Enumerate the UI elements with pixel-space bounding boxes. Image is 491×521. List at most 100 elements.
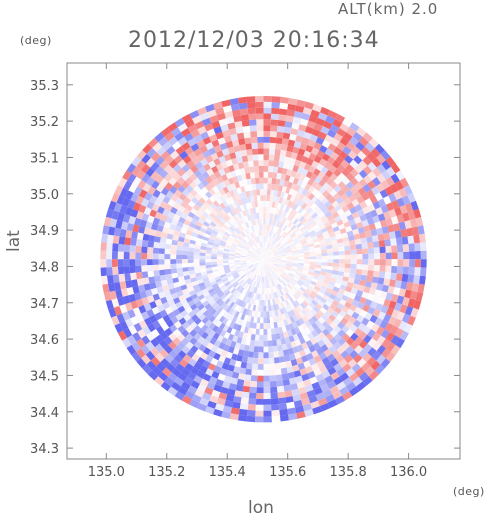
radar-cell [258,206,262,213]
radar-cell [246,315,252,322]
radar-cell [274,261,281,264]
radar-cell [251,258,258,260]
radar-cell [223,153,232,162]
radar-cell [404,289,412,299]
radar-cell [201,194,209,202]
radar-cell [315,264,322,269]
radar-cell [152,320,161,329]
radar-cell [307,240,314,245]
radar-cell [380,179,390,190]
radar-cell [363,334,372,344]
radar-cell [367,347,377,357]
radar-cell [273,351,279,358]
radar-cell [247,208,252,215]
radar-cell [144,192,153,201]
radar-cell [251,232,256,238]
radar-cell [222,257,229,260]
radar-cell [258,212,262,219]
radar-cell [321,265,328,270]
radar-cell [266,242,269,249]
radar-cell [255,263,260,269]
radar-cell [251,201,256,208]
radar-cell [230,170,237,178]
radar-cell [333,376,343,386]
radar-cell [367,161,377,172]
radar-cell [350,223,358,231]
radar-cell [321,153,331,162]
radar-cell [337,329,346,338]
radar-cell [108,226,116,236]
radar-cell [206,227,213,233]
radar-cell [384,239,392,247]
radar-cell [236,277,242,283]
radar-cell [306,158,314,166]
radar-cell [284,226,290,232]
radar-cell [185,229,193,236]
radar-cell [119,320,129,331]
radar-cell [314,198,322,206]
radar-cell [169,288,177,295]
radar-cell [256,236,259,243]
radar-cell [247,278,252,285]
radar-cell [304,213,312,221]
radar-cell [302,220,309,227]
radar-cell [205,259,212,263]
radar-cell [172,202,181,210]
radar-cell [183,196,191,205]
radar-cell [347,150,358,160]
radar-cell [340,193,349,201]
radar-cell [140,344,151,355]
radar-cell [196,139,206,149]
radar-cell [284,174,291,182]
radar-cell [244,269,250,274]
radar-cell [263,253,265,260]
radar-cell [250,131,258,138]
radar-cell [190,143,200,152]
radar-cell [274,254,281,257]
radar-cell [232,323,239,330]
radar-cell [275,260,281,262]
radar-cell [204,123,214,132]
radar-cell [274,272,280,278]
x-axis-label: lon [248,498,274,518]
radar-cell [243,326,249,334]
radar-cell [246,242,252,248]
radar-cell [170,194,179,202]
radar-cell [250,232,254,239]
radar-cell [253,160,259,167]
radar-cell [159,339,169,349]
radar-cell [263,259,266,265]
radar-cell [172,172,181,182]
radar-cell [300,329,308,338]
radar-cell [314,267,322,272]
radar-cell [256,119,264,126]
radar-cell [402,313,411,324]
radar-cell [268,261,275,264]
radar-cell [263,259,266,265]
radar-cell [283,270,289,276]
radar-cell [125,190,134,200]
radar-cell [246,278,251,284]
radar-cell [311,315,319,323]
radar-cell [102,283,110,294]
radar-cell [329,329,338,338]
radar-cell [209,173,217,181]
radar-cell [278,108,288,116]
radar-cell [250,239,255,245]
radar-cell [296,129,305,138]
radar-cell [137,179,147,190]
radar-cell [403,259,410,267]
radar-cell [283,180,289,188]
radar-cell [184,390,195,400]
radar-cell [262,230,264,236]
radar-cell [327,110,338,119]
radar-cell [156,146,166,157]
radar-cell [263,259,269,262]
radar-cell [266,224,269,231]
radar-cell [160,232,168,239]
radar-cell [325,169,334,178]
radar-cell [222,381,231,389]
radar-cell [317,201,325,209]
radar-cell [241,230,247,237]
radar-cell [177,325,186,334]
